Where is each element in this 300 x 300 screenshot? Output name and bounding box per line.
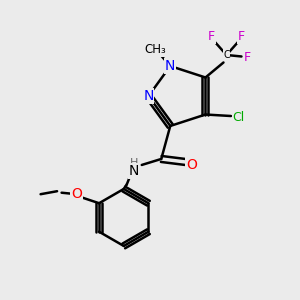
Text: H: H bbox=[130, 158, 139, 168]
Text: C: C bbox=[223, 50, 230, 60]
Text: F: F bbox=[238, 31, 245, 44]
Text: Cl: Cl bbox=[232, 111, 244, 124]
Text: O: O bbox=[71, 187, 82, 201]
Text: N: N bbox=[129, 164, 140, 178]
Text: N: N bbox=[165, 59, 175, 73]
Text: O: O bbox=[186, 158, 197, 172]
Text: F: F bbox=[244, 52, 251, 64]
Text: CH₃: CH₃ bbox=[144, 43, 166, 56]
Text: F: F bbox=[208, 31, 215, 44]
Text: N: N bbox=[143, 89, 154, 103]
